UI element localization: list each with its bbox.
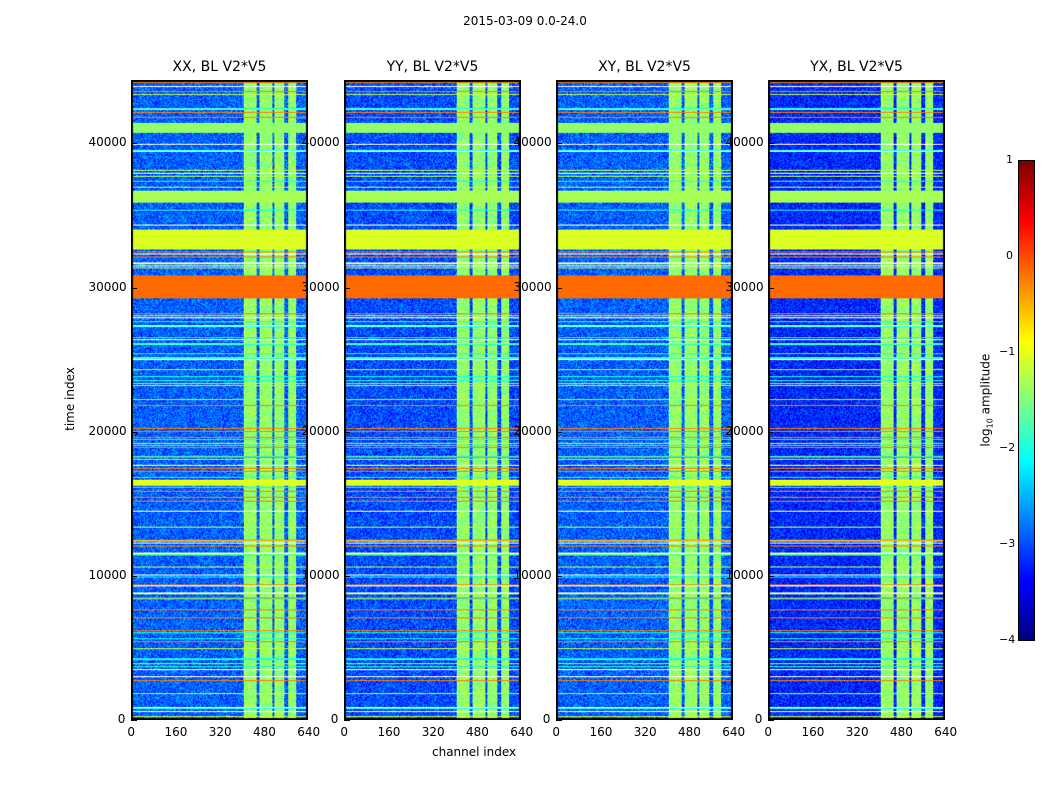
heatmap-3 [768,80,945,720]
x-tick-label: 160 [377,725,401,739]
colorbar-tick-label: 0 [1006,249,1013,262]
y-tick-mark [344,287,350,289]
y-tick-label: 0 [117,712,126,726]
x-tick-label: 160 [589,725,613,739]
y-tick-label: 30000 [88,279,127,294]
x-tick-label: 640 [510,725,534,739]
x-tick-label: 480 [889,725,913,739]
y-tick-label: 20000 [88,423,127,438]
y-tick-mark [768,575,774,577]
y-axis-label: time index [62,367,77,431]
colorbar [1018,160,1035,641]
y-tick-label: 30000 [725,279,764,294]
y-tick-mark [131,575,137,577]
y-tick-mark [344,431,350,433]
y-tick-label: 0 [542,712,551,726]
y-tick-label: 30000 [513,279,552,294]
y-tick-label: 40000 [513,135,552,150]
y-tick-mark [131,720,137,721]
x-tick-label: 0 [552,725,561,739]
y-tick-mark [768,431,774,433]
x-tick-label: 640 [722,725,746,739]
y-tick-label: 20000 [513,423,552,438]
y-tick-label: 40000 [725,135,764,150]
panel-title: XY, BL V2*V5 [598,59,691,75]
y-tick-mark [556,431,562,433]
x-tick-label: 320 [208,725,232,739]
x-tick-label: 0 [764,725,773,739]
panel-title: YY, BL V2*V5 [386,59,479,75]
heatmap-0 [131,80,308,720]
colorbar-label-sub: 10 [985,418,995,429]
y-tick-mark [556,720,562,721]
colorbar-label-rest: amplitude [978,353,993,419]
colorbar-tick-label: −3 [999,537,1016,550]
y-tick-mark [344,575,350,577]
y-tick-label: 10000 [513,567,552,582]
colorbar-label: log10 amplitude [978,354,994,447]
x-tick-label: 320 [421,725,445,739]
y-tick-label: 20000 [725,423,764,438]
x-tick-label: 640 [297,725,321,739]
y-tick-label: 40000 [88,135,127,150]
y-tick-label: 30000 [301,279,340,294]
y-tick-label: 40000 [301,135,340,150]
y-tick-mark [344,720,350,721]
colorbar-tick-label: −4 [999,633,1016,646]
colorbar-label-log: log [978,428,993,447]
x-tick-label: 480 [677,725,701,739]
x-tick-label: 640 [934,725,958,739]
x-tick-label: 320 [633,725,657,739]
y-tick-mark [344,143,350,145]
x-axis-label: channel index [432,745,517,759]
y-tick-mark [556,287,562,289]
y-tick-label: 20000 [301,423,340,438]
y-tick-mark [556,143,562,145]
y-tick-mark [131,431,137,433]
y-tick-label: 0 [330,712,339,726]
x-tick-label: 480 [465,725,489,739]
panel-title: XX, BL V2*V5 [172,59,267,75]
y-tick-mark [131,287,137,289]
x-tick-label: 160 [164,725,188,739]
y-tick-label: 10000 [725,567,764,582]
x-tick-label: 0 [340,725,349,739]
panel-title: YX, BL V2*V5 [810,59,903,75]
colorbar-tick-label: −1 [999,345,1016,358]
y-tick-label: 10000 [88,567,127,582]
y-tick-mark [556,575,562,577]
x-tick-label: 160 [801,725,825,739]
y-tick-mark [768,287,774,289]
y-tick-label: 10000 [301,567,340,582]
heatmap-1 [344,80,521,720]
heatmap-2 [556,80,733,720]
y-tick-label: 0 [754,712,763,726]
y-tick-mark [768,720,774,721]
figure-title: 2015-03-09 0.0-24.0 [463,14,587,28]
x-tick-label: 0 [127,725,136,739]
colorbar-tick-label: 1 [1006,153,1013,166]
x-tick-label: 480 [252,725,276,739]
y-tick-mark [768,143,774,145]
colorbar-tick-label: −2 [999,441,1016,454]
y-tick-mark [131,143,137,145]
x-tick-label: 320 [845,725,869,739]
